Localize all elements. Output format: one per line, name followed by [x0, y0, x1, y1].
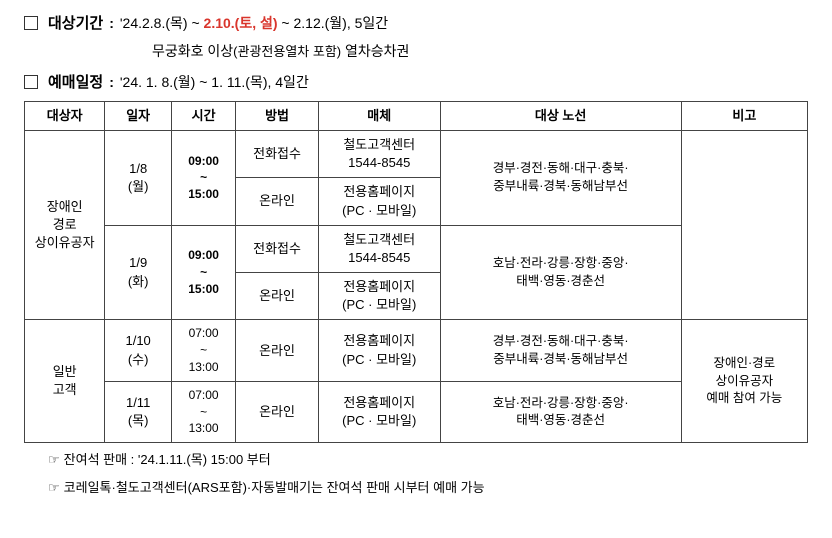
route-cell: 호남·전라·강릉·장항·중앙· 태백·영동·경춘선 — [440, 381, 681, 442]
table-row: 장애인 경로 상이유공자 1/8 (월) 09:00 ~ 15:00 전화접수 … — [25, 130, 808, 177]
media-cell: 전용홈페이지 (PC · 모바일) — [318, 381, 440, 442]
colon: : — [109, 12, 114, 34]
time-cell: 07:00 ~ 13:00 — [171, 381, 235, 442]
reservation-table: 대상자 일자 시간 방법 매체 대상 노선 비고 장애인 경로 상이유공자 1/… — [24, 101, 808, 443]
holiday-highlight: 2.10.(토, 설) — [204, 15, 278, 31]
period-header: 대상기간 : '24.2.8.(목) ~ 2.10.(토, 설) ~ 2.12.… — [24, 12, 808, 36]
method-cell: 온라인 — [236, 320, 319, 381]
pointer-icon: ☞ — [48, 452, 60, 467]
colon: : — [109, 71, 114, 93]
col-time: 시간 — [171, 101, 235, 130]
schedule-text: '24. 1. 8.(월) ~ 1. 11.(목), 4일간 — [120, 71, 309, 93]
col-date: 일자 — [105, 101, 172, 130]
table-header-row: 대상자 일자 시간 방법 매체 대상 노선 비고 — [25, 101, 808, 130]
schedule-label: 예매일정 — [48, 71, 103, 95]
period-label: 대상기간 — [48, 12, 103, 36]
date-cell: 1/9 (화) — [105, 225, 172, 320]
col-route: 대상 노선 — [440, 101, 681, 130]
schedule-header: 예매일정 : '24. 1. 8.(월) ~ 1. 11.(목), 4일간 — [24, 71, 808, 95]
time-cell: 07:00 ~ 13:00 — [171, 320, 235, 381]
footnote-2: ☞코레일톡·철도고객센터(ARS포함)·자동발매기는 잔여석 판매 시부터 예매… — [48, 477, 808, 499]
time-cell: 09:00 ~ 15:00 — [171, 225, 235, 320]
col-media: 매체 — [318, 101, 440, 130]
media-cell: 철도고객센터 1544-8545 — [318, 225, 440, 272]
method-cell: 전화접수 — [236, 130, 319, 177]
date-cell: 1/8 (월) — [105, 130, 172, 225]
route-cell: 경부·경전·동해·대구·충북· 중부내륙·경북·동해남부선 — [440, 320, 681, 381]
method-cell: 온라인 — [236, 273, 319, 320]
media-cell: 철도고객센터 1544-8545 — [318, 130, 440, 177]
checkbox-icon — [24, 16, 38, 30]
checkbox-icon — [24, 75, 38, 89]
period-subtext: 무궁화호 이상(관광전용열차 포함) 열차승차권 — [152, 40, 808, 63]
route-cell: 호남·전라·강릉·장항·중앙· 태백·영동·경춘선 — [440, 225, 681, 320]
date-cell: 1/11 (목) — [105, 381, 172, 442]
route-cell: 경부·경전·동해·대구·충북· 중부내륙·경북·동해남부선 — [440, 130, 681, 225]
target-group-2: 일반 고객 — [25, 320, 105, 443]
media-cell: 전용홈페이지 (PC · 모바일) — [318, 320, 440, 381]
media-cell: 전용홈페이지 (PC · 모바일) — [318, 273, 440, 320]
pointer-icon: ☞ — [48, 480, 60, 495]
col-note: 비고 — [681, 101, 807, 130]
method-cell: 전화접수 — [236, 225, 319, 272]
col-method: 방법 — [236, 101, 319, 130]
table-row: 일반 고객 1/10 (수) 07:00 ~ 13:00 온라인 전용홈페이지 … — [25, 320, 808, 381]
note-cell: 장애인·경로 상이유공자 예매 참여 가능 — [681, 320, 807, 443]
method-cell: 온라인 — [236, 381, 319, 442]
time-cell: 09:00 ~ 15:00 — [171, 130, 235, 225]
media-cell: 전용홈페이지 (PC · 모바일) — [318, 178, 440, 225]
col-target: 대상자 — [25, 101, 105, 130]
method-cell: 온라인 — [236, 178, 319, 225]
footnote-1: ☞잔여석 판매 : '24.1.11.(목) 15:00 부터 — [48, 449, 808, 471]
note-cell-empty — [681, 130, 807, 320]
date-cell: 1/10 (수) — [105, 320, 172, 381]
target-group-1: 장애인 경로 상이유공자 — [25, 130, 105, 320]
period-text: '24.2.8.(목) ~ 2.10.(토, 설) ~ 2.12.(월), 5일… — [120, 12, 388, 34]
